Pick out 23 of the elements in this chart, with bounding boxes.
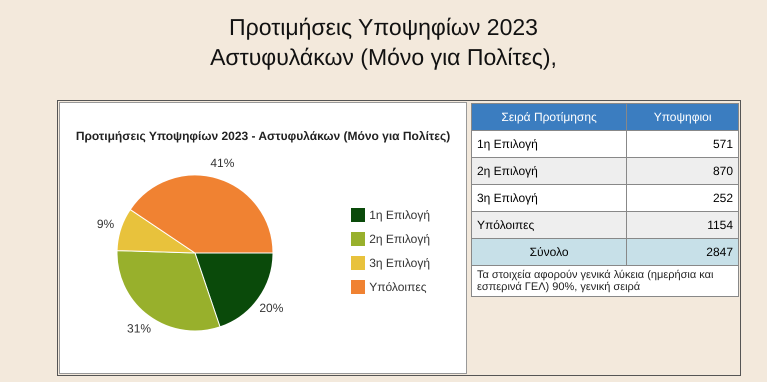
legend-label: Υπόλοιπες	[369, 280, 427, 294]
chart-subtitle: Προτιμήσεις Υποψηφίων 2023 - Αστυφυλάκων (Μόνο για Πολίτες)	[74, 129, 452, 143]
text: Τα στοιχεία αφορούν γενικά λύκεια (ημερήσια και εσπερινά ΓΕΛ) 90%, γενική σειρά	[472, 266, 738, 296]
category-label: 1η Επιλογή	[477, 137, 538, 151]
text: Υποψηφιοι	[626, 104, 738, 130]
category-label: Υπόλοιπες	[477, 218, 534, 232]
data-label: 31%	[127, 322, 152, 336]
legend-label: 3η Επιλογή	[369, 256, 430, 270]
legend-label: 2η Επιλογή	[369, 232, 430, 246]
text: 252	[626, 184, 738, 212]
data-label: 9%	[96, 217, 115, 232]
text: 571	[626, 130, 738, 158]
text: Σειρά Προτίμησης	[472, 104, 627, 130]
text: 1154	[626, 212, 738, 238]
text: 870	[626, 158, 738, 184]
category-label: 3η Επιλογή	[477, 191, 538, 205]
data-label: 41%	[210, 156, 235, 170]
category-label: 2η Επιλογή	[477, 164, 538, 178]
text: 2847	[706, 245, 733, 259]
text: Σύνολο	[472, 238, 627, 266]
chart-title: Προτιμήσεις Υποψηφίων 2023 Αστυφυλάκων (Μόνο για Πολίτες),	[209, 13, 558, 72]
legend-label: 1η Επιλογή	[369, 208, 430, 222]
data-label: 20%	[259, 300, 284, 315]
